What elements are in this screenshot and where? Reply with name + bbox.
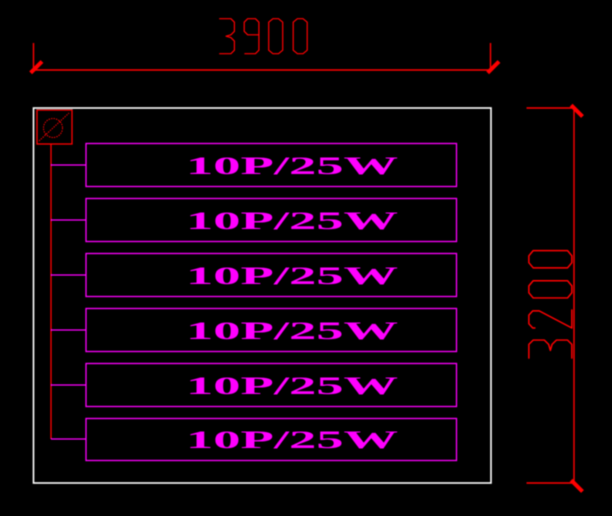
svg-text:10P/25W: 10P/25W	[186, 153, 398, 180]
svg-text:10P/25W: 10P/25W	[186, 373, 398, 400]
svg-text:10P/25W: 10P/25W	[186, 427, 398, 454]
svg-text:10P/25W: 10P/25W	[186, 208, 398, 235]
svg-text:10P/25W: 10P/25W	[186, 318, 398, 345]
svg-text:10P/25W: 10P/25W	[186, 263, 398, 290]
